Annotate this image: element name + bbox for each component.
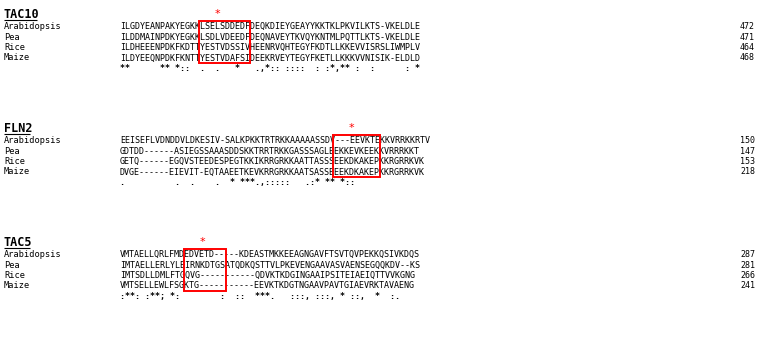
- Text: FLN2: FLN2: [4, 122, 33, 135]
- Bar: [333, 135, 380, 177]
- Text: 241: 241: [740, 281, 755, 291]
- Text: EEISEFLVDNDDVLDKESIV-SALKPKKTRTRKKAAAAASSDV---EEVKTEKKVRRKKRTV: EEISEFLVDNDDVLDKESIV-SALKPKKTRTRKKAAAAAS…: [120, 136, 430, 145]
- Text: Rice: Rice: [4, 271, 25, 280]
- Text: :**: :**; *:        :  ::  ***.   :::, :::, * ::,  *  :.: :**: :**; *: : :: ***. :::, :::, * ::, *…: [120, 292, 400, 301]
- Text: 464: 464: [740, 43, 755, 52]
- Text: 218: 218: [740, 168, 755, 176]
- Text: 266: 266: [740, 271, 755, 280]
- Text: GETQ------EGQVSTEEDESPEGTKKIKRRGRKKAATTASSSEEKDKAKEPKKRGRRKVK: GETQ------EGQVSTEEDESPEGTKKIKRRGRKKAATTA…: [120, 157, 425, 166]
- Text: ILDHEEENPDKFKDTTYESTVDSSIVHEENRVQHTEGYFKDTLLKKEVVISRSLIWMPLV: ILDHEEENPDKFKDTTYESTVDSSIVHEENRVQHTEGYFK…: [120, 43, 420, 52]
- Text: 287: 287: [740, 250, 755, 259]
- Text: 468: 468: [740, 54, 755, 62]
- Text: Arabidopsis: Arabidopsis: [4, 250, 62, 259]
- Text: *: *: [214, 10, 220, 19]
- Text: *: *: [199, 238, 205, 247]
- Text: Maize: Maize: [4, 54, 30, 62]
- Text: Rice: Rice: [4, 157, 25, 166]
- Text: 150: 150: [740, 136, 755, 145]
- Text: IMTSDLLDMLFTGQVG-----------QDVKTKDGINGAAIPSITEIAEIQTTVVKGNG: IMTSDLLDMLFTGQVG-----------QDVKTKDGINGAA…: [120, 271, 415, 280]
- Text: 153: 153: [740, 157, 755, 166]
- Text: Pea: Pea: [4, 146, 19, 156]
- Text: 472: 472: [740, 22, 755, 31]
- Text: .          .  .    .  * ***.,:::::   .:* ** *::: . . . . * ***.,::::: .:* ** *::: [120, 178, 355, 187]
- Bar: [184, 249, 226, 291]
- Text: ILDYEEQNPDKFKNTTYESTVDAFSIDEEKRVEYTEGYFKETLLKKKVVNISIK-ELDLD: ILDYEEQNPDKFKNTTYESTVDAFSIDEEKRVEYTEGYFK…: [120, 54, 420, 62]
- Text: Maize: Maize: [4, 168, 30, 176]
- Text: GDTDD------ASIEGSSAAASDDSKKTRRTRKKGASSSAGLEEKKEVKEEKKVRRRKKT: GDTDD------ASIEGSSAAASDDSKKTRRTRKKGASSSA…: [120, 146, 420, 156]
- Text: VMTSELLEWLFSGKTG-----------EEVKTKDGTNGAAVPAVTGIAEVRKTAVAENG: VMTSELLEWLFSGKTG-----------EEVKTKDGTNGAA…: [120, 281, 415, 291]
- Text: ILGDYEANPAKYEGKKLSELSDDEDFDEQKDIEYGEAYYKKTKLPKVILKTS-VKELDLE: ILGDYEANPAKYEGKKLSELSDDEDFDEQKDIEYGEAYYK…: [120, 22, 420, 31]
- Bar: [199, 21, 251, 63]
- Text: VMTAELLQRLFMDEDVETD-----KDEASTMKKEEAGNGAVFTSVTQVPEKKQSIVKDQS: VMTAELLQRLFMDEDVETD-----KDEASTMKKEEAGNGA…: [120, 250, 420, 259]
- Text: Pea: Pea: [4, 261, 19, 269]
- Text: Arabidopsis: Arabidopsis: [4, 136, 62, 145]
- Text: IMTAELLERLYLEIRNKDTGSATQDKQSTTVLPKEVENGAAVASVAENSEGQQKDV--KS: IMTAELLERLYLEIRNKDTGSATQDKQSTTVLPKEVENGA…: [120, 261, 420, 269]
- Text: DVGE------EIEVIT-EQTAAEETKEVKRRGRKKAATSASSEEEKDKAKEPKKRGRRKVK: DVGE------EIEVIT-EQTAAEETKEVKRRGRKKAATSA…: [120, 168, 425, 176]
- Text: Arabidopsis: Arabidopsis: [4, 22, 62, 31]
- Text: ILDDMAINPDKYEGKKLSDLVDEEDFDEQNAVEYTKVQYKNTMLPQTTLKTS-VKELDLE: ILDDMAINPDKYEGKKLSDLVDEEDFDEQNAVEYTKVQYK…: [120, 32, 420, 42]
- Text: 471: 471: [740, 32, 755, 42]
- Text: *: *: [348, 124, 355, 133]
- Text: TAC10: TAC10: [4, 8, 40, 21]
- Text: Maize: Maize: [4, 281, 30, 291]
- Text: TAC5: TAC5: [4, 236, 33, 249]
- Text: 281: 281: [740, 261, 755, 269]
- Text: Rice: Rice: [4, 43, 25, 52]
- Text: **      ** *::  .  .   *   .,*:: ::::  : :*,** :  :      : *: ** ** *:: . . * .,*:: :::: : :*,** : : :…: [120, 64, 420, 73]
- Text: Pea: Pea: [4, 32, 19, 42]
- Text: 147: 147: [740, 146, 755, 156]
